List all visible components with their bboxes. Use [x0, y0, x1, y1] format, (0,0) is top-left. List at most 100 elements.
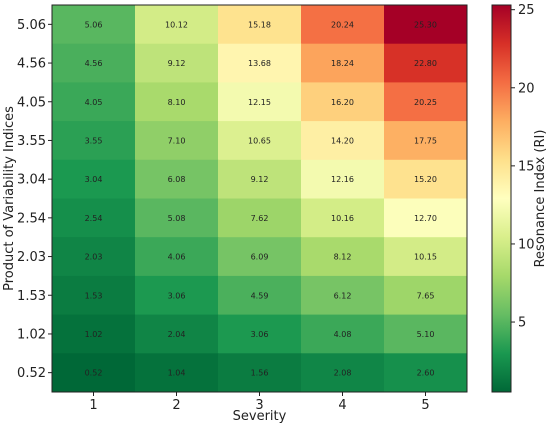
heatmap-cell	[301, 159, 385, 199]
cell-value-label: 25.30	[414, 20, 437, 29]
colorbar-tick-label: 25	[518, 3, 535, 18]
x-tick-label: 3	[255, 398, 263, 413]
cell-value-label: 4.06	[168, 253, 186, 262]
heatmap-cell	[135, 275, 219, 316]
cell-value-label: 7.62	[251, 214, 269, 223]
cell-value-label: 3.06	[168, 291, 186, 300]
cell-value-label: 9.12	[251, 175, 269, 184]
heatmap-cell	[135, 43, 219, 83]
heatmap-cell	[52, 198, 136, 238]
heatmap-cell	[52, 82, 136, 122]
heatmap-cell	[218, 159, 302, 199]
y-tick-label: 2.03	[17, 250, 46, 265]
heatmap-cell	[301, 314, 385, 354]
cell-value-label: 2.04	[168, 330, 186, 339]
heatmap-cell	[301, 43, 385, 83]
y-tick-label: 4.56	[17, 57, 46, 72]
heatmap-cell	[218, 237, 302, 277]
cell-value-label: 10.65	[248, 136, 271, 145]
colorbar-label: Resonance Index (RI)	[533, 130, 548, 268]
y-tick-label: 1.53	[17, 289, 46, 304]
heatmap-cells	[52, 5, 468, 393]
heatmap-cell-labels: 5.06 10.12 15.18 20.24 25.30 4.56 9.12 13.68 18.…	[85, 20, 437, 377]
cell-value-label: 20.24	[331, 20, 354, 29]
cell-value-label: 15.20	[414, 175, 437, 184]
cell-value-label: 17.75	[414, 136, 437, 145]
cell-value-label: 12.15	[248, 98, 271, 107]
heatmap-cell	[301, 5, 385, 45]
heatmap-cell	[135, 159, 219, 199]
colorbar-tick-label: 5	[518, 316, 526, 331]
cell-value-label: 14.20	[331, 136, 354, 145]
heatmap-cell	[384, 314, 468, 354]
colorbar-ticks: 5 10 15 20 25	[511, 3, 535, 331]
x-tick-label: 4	[338, 398, 346, 413]
cell-value-label: 10.12	[165, 20, 188, 29]
x-axis-ticks: 1 2 3 4 5	[89, 392, 430, 413]
cell-value-label: 12.16	[331, 175, 354, 184]
cell-value-label: 4.08	[334, 330, 352, 339]
heatmap-cell	[52, 314, 136, 354]
heatmap-cell	[52, 353, 136, 393]
cell-value-label: 16.20	[331, 98, 354, 107]
cell-value-label: 10.15	[414, 253, 437, 262]
cell-value-label: 2.08	[334, 369, 352, 378]
cell-value-label: 1.56	[251, 369, 269, 378]
y-tick-label: 3.04	[17, 173, 46, 188]
cell-value-label: 5.06	[85, 20, 103, 29]
heatmap-cell	[135, 198, 219, 238]
x-tick-label: 2	[172, 398, 180, 413]
cell-value-label: 1.53	[85, 291, 103, 300]
cell-value-label: 18.24	[331, 59, 354, 68]
heatmap-cell	[384, 237, 468, 277]
heatmap-cell	[52, 121, 136, 161]
heatmap-cell	[301, 121, 385, 161]
heatmap-cell	[301, 198, 385, 238]
heatmap-cell	[301, 353, 385, 393]
cell-value-label: 2.54	[85, 214, 103, 223]
heatmap-cell	[218, 5, 302, 45]
colorbar-tick-label: 10	[518, 237, 535, 252]
cell-value-label: 22.80	[414, 59, 437, 68]
cell-value-label: 4.56	[85, 59, 103, 68]
cell-value-label: 6.08	[168, 175, 186, 184]
x-axis-label: Severity	[233, 409, 287, 424]
heatmap-cell	[52, 43, 136, 83]
cell-value-label: 6.12	[334, 291, 352, 300]
cell-value-label: 8.12	[334, 253, 352, 262]
heatmap-cell	[384, 159, 468, 199]
cell-value-label: 0.52	[85, 369, 103, 378]
heatmap-cell	[218, 314, 302, 354]
heatmap-cell	[218, 121, 302, 161]
cell-value-label: 8.10	[168, 98, 186, 107]
heatmap-cell	[218, 82, 302, 122]
cell-value-label: 13.68	[248, 59, 271, 68]
x-tick-label: 1	[89, 398, 97, 413]
heatmap-cell	[218, 198, 302, 238]
colorbar-tick-label: 20	[518, 81, 535, 96]
heatmap-cell	[135, 353, 219, 393]
y-tick-label: 4.05	[17, 95, 46, 110]
cell-value-label: 2.60	[417, 369, 435, 378]
heatmap-cell	[384, 121, 468, 161]
cell-value-label: 5.10	[417, 330, 435, 339]
cell-value-label: 10.16	[331, 214, 354, 223]
cell-value-label: 1.02	[85, 330, 103, 339]
heatmap-cell	[218, 43, 302, 83]
colorbar-tick-label: 15	[518, 159, 535, 174]
heatmap-cell	[301, 237, 385, 277]
heatmap-cell	[301, 82, 385, 122]
heatmap-cell	[135, 121, 219, 161]
heatmap-cell	[135, 314, 219, 354]
heatmap-cell	[135, 5, 219, 45]
heatmap-cell	[384, 5, 468, 45]
cell-value-label: 6.09	[251, 253, 269, 262]
cell-value-label: 3.04	[85, 175, 103, 184]
heatmap-cell	[384, 275, 468, 316]
y-tick-label: 1.02	[17, 327, 46, 342]
y-axis-label: Product of Variability Indices	[2, 106, 17, 291]
cell-value-label: 9.12	[168, 59, 186, 68]
cell-value-label: 7.10	[168, 136, 186, 145]
heatmap-cell	[135, 82, 219, 122]
